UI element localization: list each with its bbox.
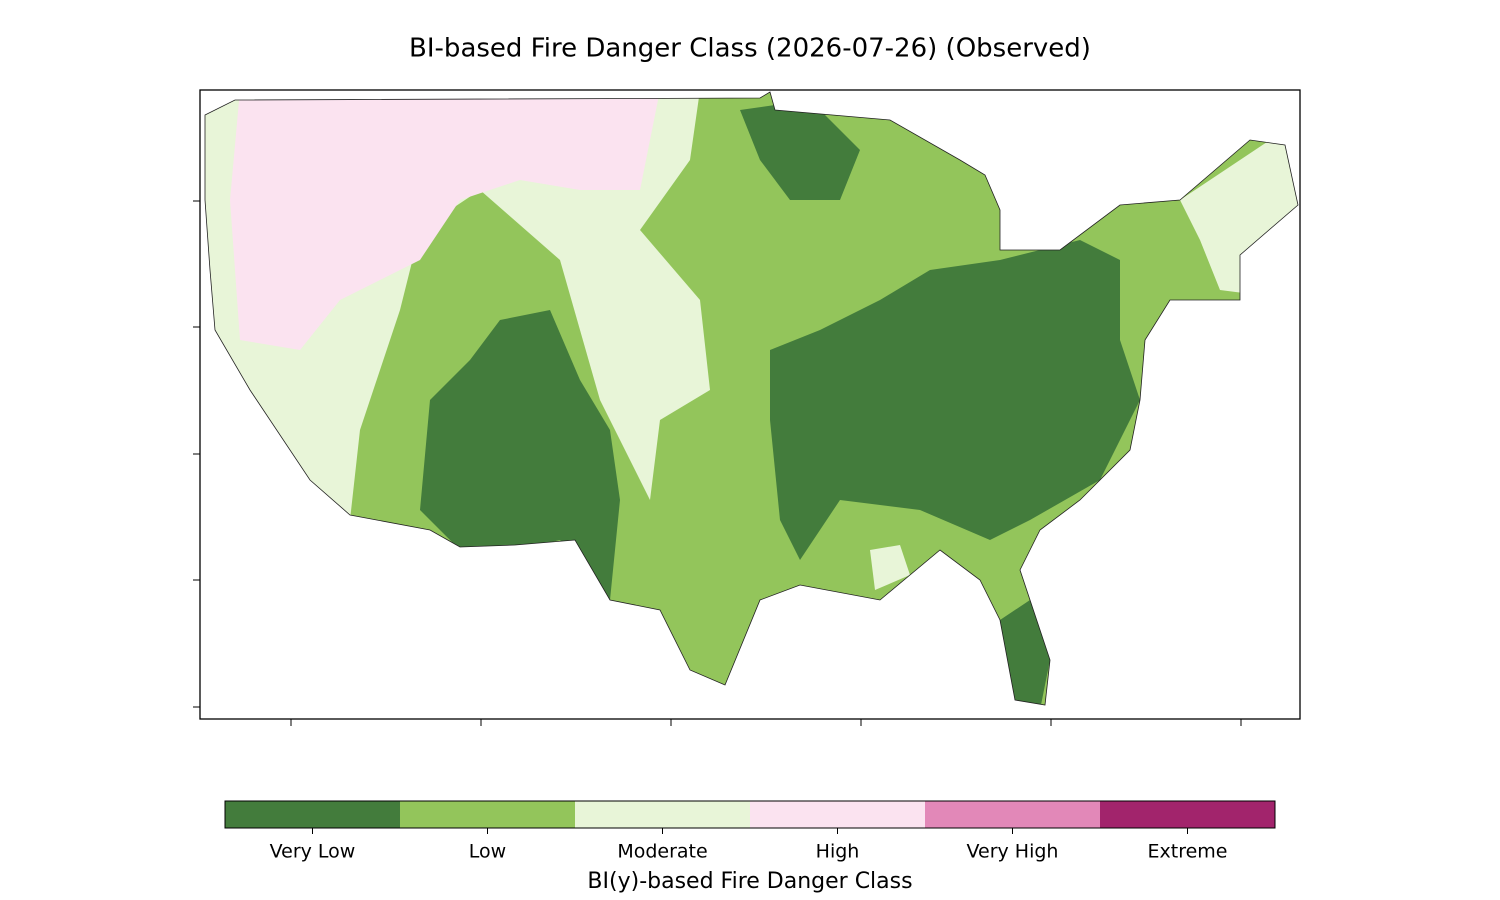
map-frame	[199, 89, 1301, 720]
region	[420, 310, 620, 600]
colorbar-tick-label: Very Low	[270, 841, 356, 863]
map-title: BI-based Fire Danger Class (2026-07-26) …	[409, 34, 1091, 64]
axis-ticks	[193, 200, 1242, 726]
colorbar-tick-label: High	[816, 841, 860, 863]
colorbar-segment	[1100, 801, 1275, 828]
region	[740, 100, 860, 200]
region	[1000, 600, 1050, 705]
region	[230, 92, 660, 350]
colorbar-segment	[225, 801, 400, 828]
colorbar-tick-label: Very High	[967, 841, 1059, 863]
map	[205, 92, 1298, 705]
region	[870, 545, 910, 590]
colorbar-frame	[224, 800, 1276, 829]
colorbar-label: BI(y)-based Fire Danger Class	[587, 869, 912, 894]
colorbar: Very Low Low Moderate High Very High Extreme	[225, 801, 1275, 863]
region	[770, 240, 1140, 560]
colorbar-tick-label: Extreme	[1148, 841, 1228, 863]
colorbar-segment	[925, 801, 1100, 828]
colorbar-tick-label: Moderate	[617, 841, 707, 863]
colorbar-segment	[750, 801, 925, 828]
colorbar-tick-label: Low	[469, 841, 506, 863]
colorbar-segment	[400, 801, 575, 828]
colorbar-segment	[575, 801, 750, 828]
